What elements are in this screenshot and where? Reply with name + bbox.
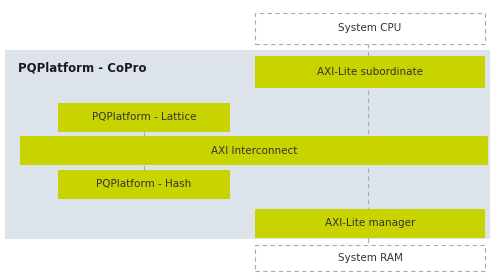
Text: System RAM: System RAM bbox=[338, 253, 402, 263]
Bar bbox=[255, 56, 485, 88]
Text: PQPlatform - Hash: PQPlatform - Hash bbox=[96, 179, 192, 189]
Bar bbox=[5, 50, 490, 239]
Bar bbox=[255, 13, 485, 44]
Bar bbox=[20, 136, 487, 165]
Bar bbox=[255, 208, 485, 238]
Text: PQPlatform - CoPro: PQPlatform - CoPro bbox=[18, 61, 146, 74]
Bar bbox=[255, 245, 485, 271]
Bar bbox=[58, 170, 230, 199]
Text: AXI-Lite subordinate: AXI-Lite subordinate bbox=[317, 67, 423, 76]
Text: PQPlatform - Lattice: PQPlatform - Lattice bbox=[92, 113, 196, 122]
Text: System CPU: System CPU bbox=[338, 24, 402, 33]
Text: AXI-Lite manager: AXI-Lite manager bbox=[325, 218, 415, 228]
Text: AXI Interconnect: AXI Interconnect bbox=[210, 146, 297, 156]
Bar bbox=[58, 103, 230, 132]
